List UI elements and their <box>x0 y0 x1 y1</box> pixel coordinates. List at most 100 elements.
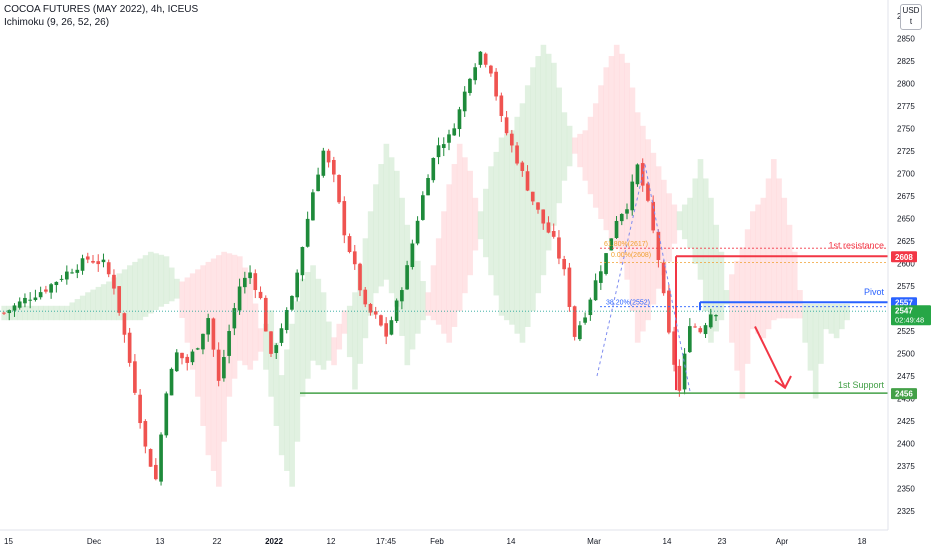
candle-body <box>232 308 237 329</box>
cloud-segment <box>791 251 798 319</box>
cloud-segment <box>420 281 426 321</box>
cloud-segment <box>551 62 557 226</box>
candle-body <box>646 183 650 201</box>
candle-body <box>85 256 90 260</box>
indicator-label[interactable]: Ichimoku (9, 26, 52, 26) <box>4 17 110 28</box>
pivot-label: Pivot <box>864 287 885 297</box>
candle-body <box>59 278 64 280</box>
candle-body <box>614 220 619 238</box>
cloud-segment <box>357 265 364 364</box>
price-tick-label: 2325 <box>897 507 915 516</box>
candle-body <box>431 158 436 181</box>
cloud-segment <box>818 304 824 364</box>
candle-body <box>661 262 666 294</box>
cloud-segment <box>247 278 254 370</box>
candle-body <box>33 297 38 301</box>
pivot-tag: 2557 <box>895 299 913 308</box>
candle-body <box>677 365 682 391</box>
cloud-segment <box>273 342 280 426</box>
candle-body <box>284 310 289 330</box>
candle-body <box>122 313 127 335</box>
support-tag-bg <box>891 388 917 400</box>
cloud-segment <box>378 164 384 287</box>
candle-body <box>567 267 572 307</box>
cloud-segment <box>456 143 463 312</box>
currency-selector[interactable]: USD t <box>900 4 922 30</box>
cloud-segment <box>242 267 248 366</box>
candle-body <box>441 144 446 148</box>
cloud-segment <box>545 53 552 251</box>
candle-body <box>143 421 148 447</box>
cloud-segment <box>781 197 788 319</box>
cloud-segment <box>493 151 500 296</box>
candle-body <box>242 277 247 288</box>
candle-body <box>75 269 80 273</box>
price-tick-label: 2525 <box>897 327 915 336</box>
cloud-segment <box>828 304 835 334</box>
cloud-segment <box>168 267 175 302</box>
candle-body <box>530 191 535 202</box>
candle-body <box>263 297 268 332</box>
cloud-segment <box>278 375 285 456</box>
cloud-segment <box>498 137 505 316</box>
cloud-segment <box>592 103 599 208</box>
candle-body <box>148 449 153 467</box>
cloud-segment <box>27 305 34 321</box>
price-tick-label: 2675 <box>897 192 915 201</box>
candle-body <box>331 159 336 175</box>
candle-body <box>112 274 116 289</box>
cloud-segment <box>655 166 662 289</box>
cloud-segment <box>142 255 149 317</box>
support-label: 1st Support <box>838 380 885 390</box>
price-tick-label: 2725 <box>897 147 915 156</box>
price-axis-bg <box>888 0 932 550</box>
candle-body <box>619 213 624 222</box>
cloud-segment <box>252 303 259 361</box>
cloud-segment <box>325 321 332 361</box>
price-tick-label: 2750 <box>897 125 915 134</box>
candle-body <box>536 202 540 210</box>
candle-body <box>635 164 640 185</box>
cloud-segment <box>132 261 138 321</box>
cloud-segment <box>257 328 264 352</box>
cloud-segment <box>681 204 688 240</box>
time-tick-label: 14 <box>663 537 672 546</box>
cloud-segment <box>750 211 756 330</box>
candle-body <box>352 251 357 265</box>
candle-body <box>38 292 43 298</box>
time-tick-label: 12 <box>327 537 336 546</box>
cloud-segment <box>472 197 479 251</box>
candle-body <box>698 328 703 333</box>
candle-body <box>269 331 273 354</box>
cloud-segment <box>572 137 578 154</box>
ichimoku-cloud <box>1 44 850 487</box>
cloud-segment <box>425 292 432 316</box>
cloud-segment <box>587 116 594 195</box>
price-tick-label: 2775 <box>897 102 915 111</box>
candle-body <box>667 290 671 333</box>
candle-body <box>583 317 587 323</box>
candle-body <box>400 290 404 302</box>
candle-body <box>557 237 561 259</box>
candle-body <box>342 201 347 236</box>
price-tick-label: 2850 <box>897 35 915 44</box>
currency-label: USD <box>902 6 920 15</box>
cloud-segment <box>734 260 740 371</box>
cloud-segment <box>43 305 49 321</box>
candle-body <box>384 323 389 337</box>
last-price-tag-bg <box>891 305 931 326</box>
cloud-segment <box>776 178 782 319</box>
candle-body <box>415 220 420 244</box>
cloud-segment <box>624 62 631 280</box>
cloud-segment <box>284 349 290 471</box>
candle-body <box>70 272 74 274</box>
time-tick-label: 17:45 <box>376 537 397 546</box>
candle-body <box>180 352 184 359</box>
cloud-segment <box>289 323 295 487</box>
candle-body <box>703 325 708 335</box>
cloud-segment <box>121 269 128 321</box>
time-tick-label: Dec <box>87 537 101 546</box>
cloud-segment <box>488 166 494 276</box>
